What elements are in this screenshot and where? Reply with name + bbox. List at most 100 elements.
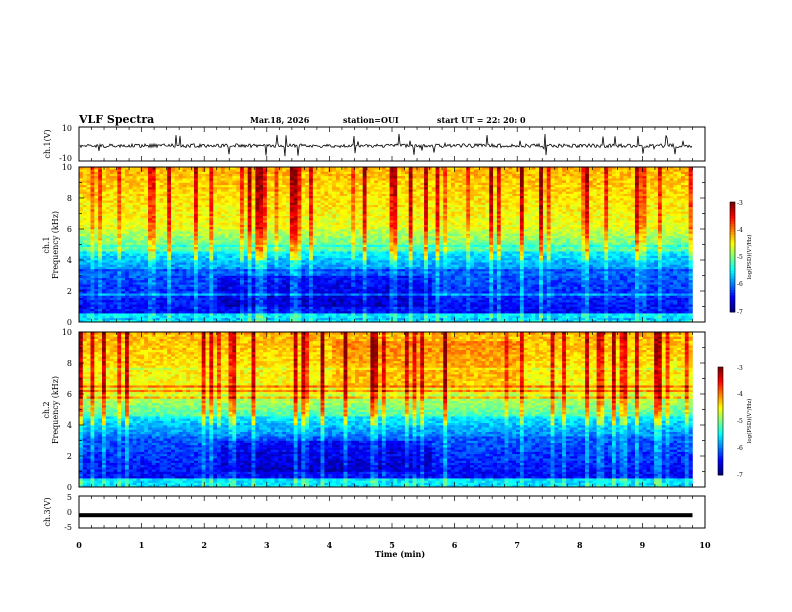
spectrogram-cell [140, 313, 145, 316]
spectrogram-cell [255, 224, 260, 228]
spectrogram-cell [343, 204, 348, 208]
spectrogram-cell [190, 209, 195, 212]
spectrogram-cell [117, 240, 122, 243]
spectrogram-cell [259, 251, 264, 254]
spectrogram-cell [282, 291, 287, 294]
spectrogram-cell [335, 198, 341, 201]
spectrogram-cell [125, 206, 130, 210]
spectrogram-cell [328, 217, 333, 221]
spectrogram-cell [251, 313, 256, 316]
spectrogram-cell [293, 253, 298, 256]
spectrogram-cell [247, 306, 252, 310]
spectrogram-cell [98, 200, 103, 203]
spectrogram-cell [155, 173, 160, 177]
spectrogram-cell [136, 282, 141, 285]
spectrogram-cell [136, 251, 141, 254]
spectrogram-cell [194, 182, 199, 186]
spectrogram-cell [324, 195, 329, 199]
spectrogram-cell [255, 200, 260, 203]
spectrogram-cell [98, 198, 103, 201]
spectrogram-cell [339, 308, 344, 312]
spectrogram-cell [190, 184, 195, 188]
spectrogram-cell [194, 215, 199, 219]
spectrogram-cell [270, 215, 275, 219]
spectrogram-cell [282, 273, 287, 276]
spectrogram-cell [190, 198, 195, 201]
spectrogram-cell [171, 306, 176, 310]
spectrogram-cell [259, 193, 264, 197]
spectrogram-cell [205, 304, 210, 307]
spectrogram-cell [140, 279, 145, 283]
spectrogram-cell [86, 213, 91, 217]
spectrogram-cell [289, 264, 295, 267]
spectrogram-cell [328, 266, 333, 270]
spectrogram-cell [102, 198, 107, 201]
spectrogram-cell [255, 273, 260, 276]
spectrogram-cell [270, 244, 275, 248]
spectrogram-cell [266, 288, 272, 292]
spectrogram-cell [82, 204, 87, 208]
spectrogram-cell [255, 198, 260, 201]
spectrogram-cell [109, 231, 114, 234]
spectrogram-cell [171, 217, 176, 221]
spectrogram-cell [113, 310, 118, 314]
spectrogram-cell [140, 299, 145, 303]
spectrogram-cell [105, 273, 110, 276]
spectrogram-cell [82, 178, 87, 181]
spectrogram-cell [205, 302, 210, 305]
spectrogram-cell [301, 293, 306, 296]
spectrogram-cell [125, 315, 130, 318]
spectrogram-cell [98, 171, 103, 174]
spectrogram-cell [240, 277, 245, 281]
spectrogram-cell [228, 255, 233, 259]
spectrogram-cell [286, 302, 291, 305]
spectrogram-cell [140, 184, 145, 188]
spectrogram-cell [251, 275, 256, 279]
spectrogram-cell [251, 273, 256, 276]
spectrogram-cell [316, 310, 321, 314]
spectrogram-cell [194, 180, 199, 183]
spectrogram-cell [220, 182, 225, 186]
spectrogram-cell [148, 193, 153, 197]
spectrogram-cell [305, 169, 310, 172]
spectrogram-cell [190, 291, 195, 294]
spectrogram-cell [159, 229, 164, 232]
spectrogram-cell [320, 240, 325, 243]
spectrogram-cell [232, 191, 237, 194]
spectrogram-cell [282, 297, 287, 301]
spectrogram-cell [282, 184, 287, 188]
spectrogram-cell [117, 302, 122, 305]
spectrogram-cell [178, 244, 183, 248]
spectrogram-cell [159, 217, 164, 221]
spectrogram-cell [132, 182, 137, 186]
spectrogram-cell [90, 195, 95, 199]
spectrogram-cell [274, 260, 279, 263]
spectrogram-cell [113, 178, 118, 181]
spectrogram-cell [117, 248, 122, 252]
spectrogram-cell [105, 169, 110, 172]
spectrogram-cell [105, 248, 110, 252]
spectrogram-cell [201, 198, 206, 201]
spectrogram-cell [174, 297, 179, 301]
spectrogram-cell [266, 304, 272, 307]
spectrogram-cell [174, 319, 179, 323]
spectrogram-cell [243, 268, 248, 272]
spectrogram-cell [266, 253, 272, 256]
spectrogram-cell [125, 319, 130, 323]
spectrogram-cell [270, 191, 275, 194]
spectrogram-cell [98, 213, 103, 217]
spectrogram-cell [289, 302, 295, 305]
spectrogram-cell [201, 273, 206, 276]
figure-title: VLF Spectra [78, 113, 154, 126]
spectrogram-cell [339, 244, 344, 248]
spectrogram-cell [82, 246, 87, 250]
spectrogram-cell [228, 299, 233, 303]
spectrogram-cell [312, 240, 318, 243]
spectrogram-cell [312, 169, 318, 172]
spectrogram-cell [243, 186, 248, 190]
spectrogram-cell [289, 184, 295, 188]
spectrogram-cell [320, 211, 325, 214]
spectrogram-cell [190, 171, 195, 174]
spectrogram-cell [148, 246, 153, 250]
spectrogram-cell [128, 315, 133, 318]
